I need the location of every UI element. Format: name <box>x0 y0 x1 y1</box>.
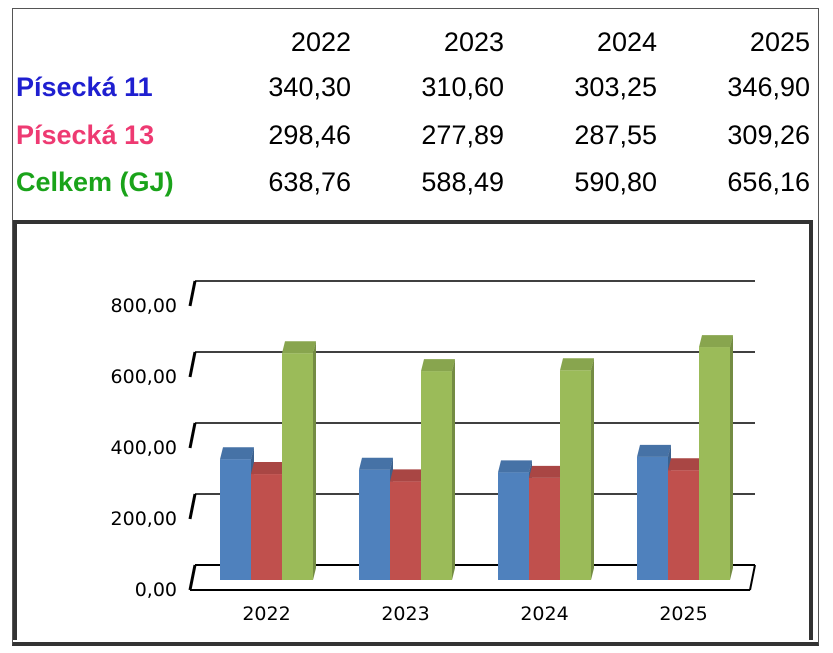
y-tick-label: 200,00 <box>111 508 177 530</box>
bar-front <box>220 459 251 580</box>
x-tick-label: 2025 <box>659 603 707 625</box>
bar-top <box>282 341 316 354</box>
bar <box>529 465 563 580</box>
bar-top <box>699 335 733 348</box>
bar <box>220 447 254 580</box>
table-cell: 277,89 <box>421 120 504 150</box>
data-table: 2022 2023 2024 2025 Písecká 11 340,30 31… <box>13 9 818 221</box>
bar <box>637 444 671 580</box>
x-tick-label: 2023 <box>381 603 429 625</box>
table-cell: 298,46 <box>268 120 351 150</box>
bar-top <box>498 460 532 473</box>
table-cell: 590,80 <box>574 167 657 197</box>
bar-front <box>282 353 313 580</box>
bar-front <box>359 469 390 580</box>
x-tick-label: 2024 <box>520 603 568 625</box>
y-tick-label: 0,00 <box>135 579 177 601</box>
bar-top <box>529 465 563 478</box>
figure-frame: 2022 2023 2024 2025 Písecká 11 340,30 31… <box>12 8 819 646</box>
table-header-2024: 2024 <box>596 27 657 57</box>
axis-segment <box>188 493 197 520</box>
bar-front <box>529 477 560 580</box>
bar <box>390 469 424 580</box>
bar-side <box>313 341 316 580</box>
bar-front <box>421 371 452 580</box>
axis-segment <box>188 422 197 449</box>
y-tick-label: 800,00 <box>111 295 177 317</box>
table-header-2022: 2022 <box>290 27 351 57</box>
bar <box>359 457 393 580</box>
bar-top <box>390 469 424 482</box>
row-label-celkem: Celkem (GJ) <box>16 167 174 197</box>
table-cell: 309,26 <box>727 120 810 150</box>
bar-front <box>390 481 421 580</box>
axis-segment <box>188 351 197 378</box>
bar-front <box>699 347 730 580</box>
bar-chart: 0,00 200,00 400,00 600,00 800,00 2022 2023 2024… <box>111 280 756 625</box>
axis-segment <box>188 280 197 307</box>
y-tick-label: 400,00 <box>111 437 177 459</box>
bar <box>282 341 316 580</box>
bar-front <box>498 472 529 580</box>
bar <box>668 458 702 580</box>
floor-right-edge <box>749 564 756 591</box>
bar-side <box>452 359 455 580</box>
bar-front <box>668 470 699 580</box>
table-cell: 287,55 <box>574 120 657 150</box>
bar <box>560 358 594 580</box>
table-cell: 303,25 <box>574 72 657 102</box>
table-cell: 346,90 <box>727 72 810 102</box>
chart-panel: 0,00 200,00 400,00 600,00 800,00 2022 2023 2024… <box>13 220 813 640</box>
bar-top <box>220 447 254 460</box>
table-cell: 310,60 <box>421 72 504 102</box>
bar-front <box>637 456 668 580</box>
bar-top <box>637 444 671 457</box>
row-label-pisecka-11: Písecká 11 <box>16 72 153 102</box>
table-cell: 638,76 <box>268 167 351 197</box>
bar-top <box>421 359 455 372</box>
x-tick-label: 2022 <box>242 603 290 625</box>
axis-segment <box>188 564 197 591</box>
table-cell: 340,30 <box>268 72 351 102</box>
bar <box>699 335 733 580</box>
bar <box>421 359 455 580</box>
bar-side <box>591 358 594 580</box>
table-header-2023: 2023 <box>443 27 504 57</box>
row-label-pisecka-13: Písecká 13 <box>16 120 155 150</box>
bar-top <box>251 462 285 475</box>
table-header-2025: 2025 <box>749 27 810 57</box>
bar-front <box>560 370 591 580</box>
table-cell: 656,16 <box>727 167 810 197</box>
bar-top <box>560 358 594 371</box>
bar-front <box>251 474 282 580</box>
y-tick-label: 600,00 <box>111 366 177 388</box>
table-cell: 588,49 <box>421 167 504 197</box>
bar <box>498 460 532 580</box>
bar-side <box>730 335 733 580</box>
bar-top <box>359 457 393 470</box>
bar-top <box>668 458 702 471</box>
bar <box>251 462 285 580</box>
